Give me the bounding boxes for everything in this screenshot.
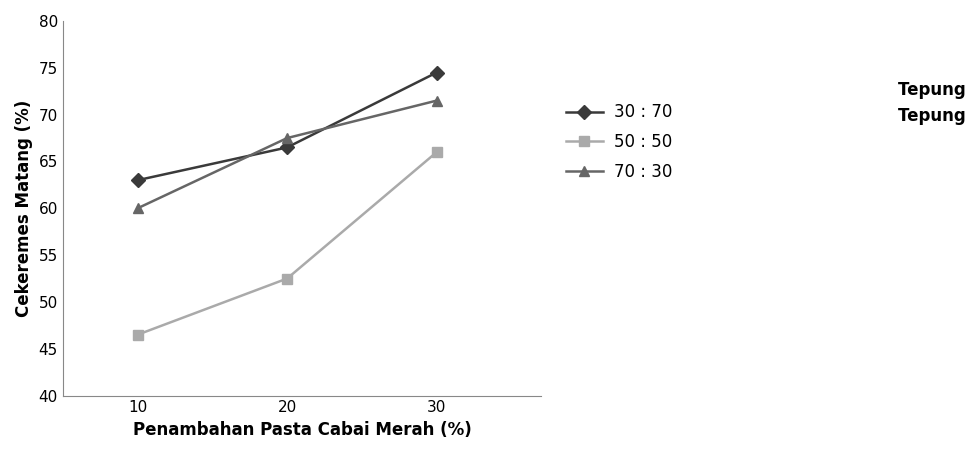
30 : 70: (10, 63): 70: (10, 63)	[132, 178, 144, 183]
Y-axis label: Cekeremes Matang (%): Cekeremes Matang (%)	[15, 100, 33, 317]
70 : 30: (10, 60): 30: (10, 60)	[132, 206, 144, 211]
50 : 50: (20, 52.5): 50: (20, 52.5)	[281, 276, 293, 281]
Text: Tepung: Tepung	[898, 107, 972, 125]
Line: 30 : 70: 30 : 70	[133, 68, 441, 185]
Line: 70 : 30: 70 : 30	[133, 96, 441, 213]
Text: Tepung Ketela Pohon Kering :: Tepung Ketela Pohon Kering :	[898, 81, 972, 99]
X-axis label: Penambahan Pasta Cabai Merah (%): Penambahan Pasta Cabai Merah (%)	[133, 421, 471, 439]
30 : 70: (30, 74.5): 70: (30, 74.5)	[431, 70, 442, 75]
30 : 70: (20, 66.5): 70: (20, 66.5)	[281, 145, 293, 150]
Legend: 30 : 70, 50 : 50, 70 : 30: 30 : 70, 50 : 50, 70 : 30	[559, 97, 679, 188]
50 : 50: (30, 66): 50: (30, 66)	[431, 149, 442, 155]
70 : 30: (30, 71.5): 30: (30, 71.5)	[431, 98, 442, 104]
50 : 50: (10, 46.5): 50: (10, 46.5)	[132, 332, 144, 337]
70 : 30: (20, 67.5): 30: (20, 67.5)	[281, 135, 293, 141]
Line: 50 : 50: 50 : 50	[133, 147, 441, 340]
